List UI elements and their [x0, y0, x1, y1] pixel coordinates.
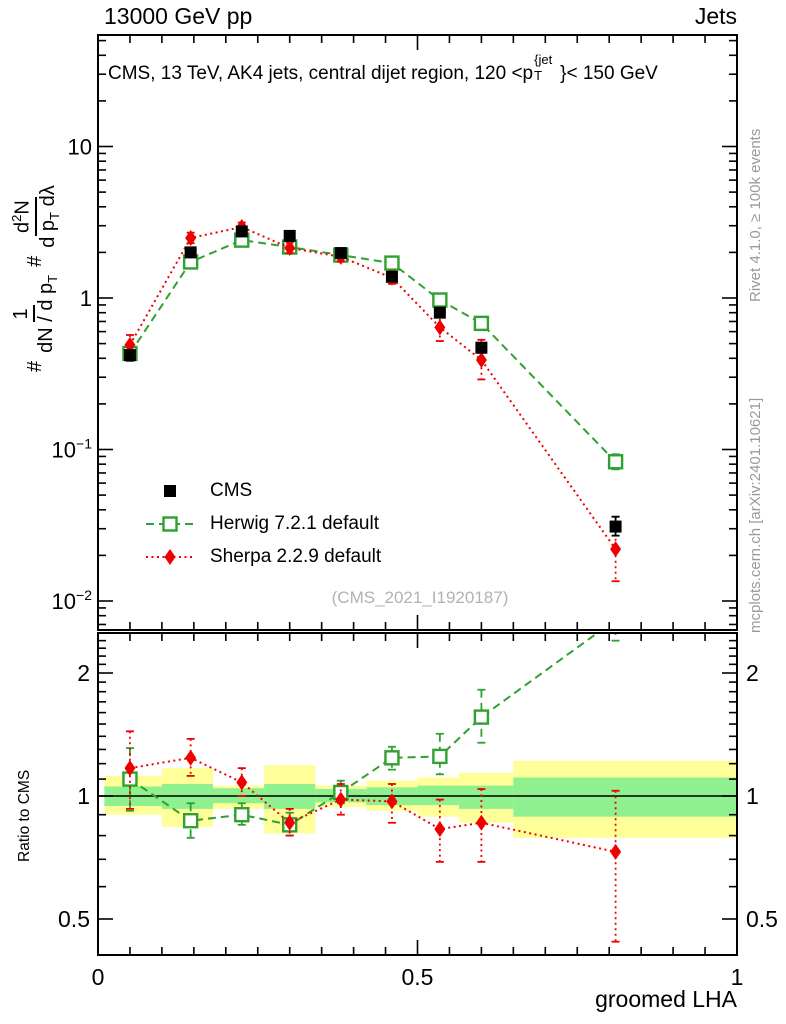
data-point	[384, 750, 400, 766]
data-point	[185, 749, 197, 766]
ylabel-frac1-den: dN / d pT	[35, 274, 61, 353]
watermark: (CMS_2021_I1920187)	[331, 588, 509, 607]
ylabel-hash1: #	[24, 360, 47, 372]
ylabel-frac2-den: d pT dλ	[36, 185, 62, 248]
xtick-label: 0.5	[402, 964, 434, 990]
band-green	[513, 777, 737, 817]
ratio-panel-frame	[97, 632, 738, 956]
square-open-legend-marker	[146, 515, 194, 532]
ratio-ytick-label-right: 1	[746, 783, 759, 809]
legend-label: CMS	[210, 479, 253, 501]
data-point	[433, 306, 446, 319]
legend-item-cms: CMS	[146, 474, 381, 507]
main-ytick-label: 10−1	[52, 436, 93, 463]
data-point	[234, 806, 250, 823]
diamond-filled-legend-marker	[146, 548, 194, 565]
data-point	[164, 548, 176, 565]
data-point	[162, 515, 178, 532]
legend-label: Herwig 7.2.1 default	[210, 512, 379, 534]
ratio-ytick-label-right: 2	[746, 660, 759, 686]
panel-title-text2: }< 150 GeV	[560, 63, 658, 84]
data-point	[335, 791, 347, 808]
panel-title-sub: T	[534, 67, 543, 83]
data-point	[284, 814, 296, 831]
data-point	[475, 814, 487, 831]
data-point	[609, 520, 622, 533]
ratio-y-axis-label: Ratio to CMS	[16, 769, 33, 862]
main-ytick-label: 10−2	[52, 587, 93, 614]
ratio-ytick-label-left: 2	[77, 660, 90, 686]
data-point	[432, 292, 448, 308]
legend: CMS Herwig 7.2.1 default Sherpa 2.2.9 defa…	[146, 474, 381, 573]
ratio-uncertainty-bands	[104, 760, 737, 838]
ylabel-frac2-num: d2N	[9, 197, 37, 236]
side-note-mcplots: mcplots.cern.ch [arXiv:2401.10621]	[747, 397, 764, 633]
main-ytick-label: 1	[80, 286, 92, 311]
data-point	[473, 709, 490, 725]
side-note-rivet: Rivet 4.1.0, ≥ 100k events	[747, 128, 764, 302]
x-axis-label: groomed LHA	[595, 986, 737, 1012]
xtick-label: 1	[731, 964, 744, 990]
data-point	[609, 613, 622, 626]
main-ytick-label: 10	[68, 135, 92, 160]
data-point	[386, 793, 398, 810]
data-point	[610, 843, 622, 860]
data-point	[182, 813, 199, 829]
data-point	[610, 541, 622, 558]
legend-item-sherpa: Sherpa 2.2.9 default	[146, 540, 381, 573]
axis-tick-labels: 10 1 10−1 10−2 0.5 0.5 1 1 2 2 0 0.5 1	[52, 135, 778, 991]
main-y-axis-label: # 1 dN / d pT # d2N d pT dλ	[9, 185, 62, 372]
band-green	[459, 785, 514, 809]
panel-title-sup: {jet	[534, 51, 553, 67]
main-panel-frame	[97, 34, 738, 631]
main-y-axis-label-wrap: # 1 dN / d pT # d2N d pT dλ	[9, 185, 197, 423]
data-point	[475, 351, 487, 368]
data-point	[284, 239, 296, 256]
data-point	[124, 760, 136, 777]
legend-item-herwig: Herwig 7.2.1 default	[146, 507, 381, 540]
data-point	[184, 246, 197, 259]
header-analysis-group: Jets	[694, 3, 737, 29]
series-sherpa-ratio	[124, 730, 622, 943]
data-point	[432, 748, 448, 765]
data-point	[385, 270, 398, 283]
data-point	[164, 484, 176, 497]
ratio-ytick-label-right: 0.5	[746, 906, 778, 932]
xtick-label: 0	[92, 964, 105, 990]
ratio-ytick-label-left: 0.5	[58, 906, 90, 932]
ylabel-frac1: 1 dN / d pT	[10, 274, 61, 353]
header-beam-energy: 13000 GeV pp	[104, 3, 253, 29]
panel-title-text: CMS, 13 TeV, AK4 jets, central dijet reg…	[108, 63, 534, 84]
data-point	[475, 341, 488, 354]
data-point	[607, 454, 624, 470]
data-point	[123, 349, 136, 362]
ylabel-frac2: d2N d pT dλ	[9, 185, 62, 248]
data-point	[384, 255, 400, 271]
data-point	[185, 229, 197, 246]
panel-title-supsub: {jet T	[533, 52, 560, 83]
data-point	[235, 225, 248, 238]
panel-title: CMS, 13 TeV, AK4 jets, central dijet reg…	[108, 52, 658, 85]
data-point	[434, 319, 446, 336]
data-point	[434, 821, 446, 838]
data-point	[236, 774, 248, 791]
series-cms-main	[123, 225, 622, 537]
ylabel-hash2: #	[24, 255, 47, 267]
ratio-ytick-label-left: 1	[77, 783, 90, 809]
legend-label: Sherpa 2.2.9 default	[210, 545, 382, 567]
square-filled-legend-marker	[164, 484, 176, 497]
data-point	[283, 229, 296, 242]
ylabel-frac1-num: 1	[10, 305, 36, 323]
data-point	[124, 336, 136, 353]
data-point	[334, 247, 347, 260]
data-point	[473, 315, 490, 332]
